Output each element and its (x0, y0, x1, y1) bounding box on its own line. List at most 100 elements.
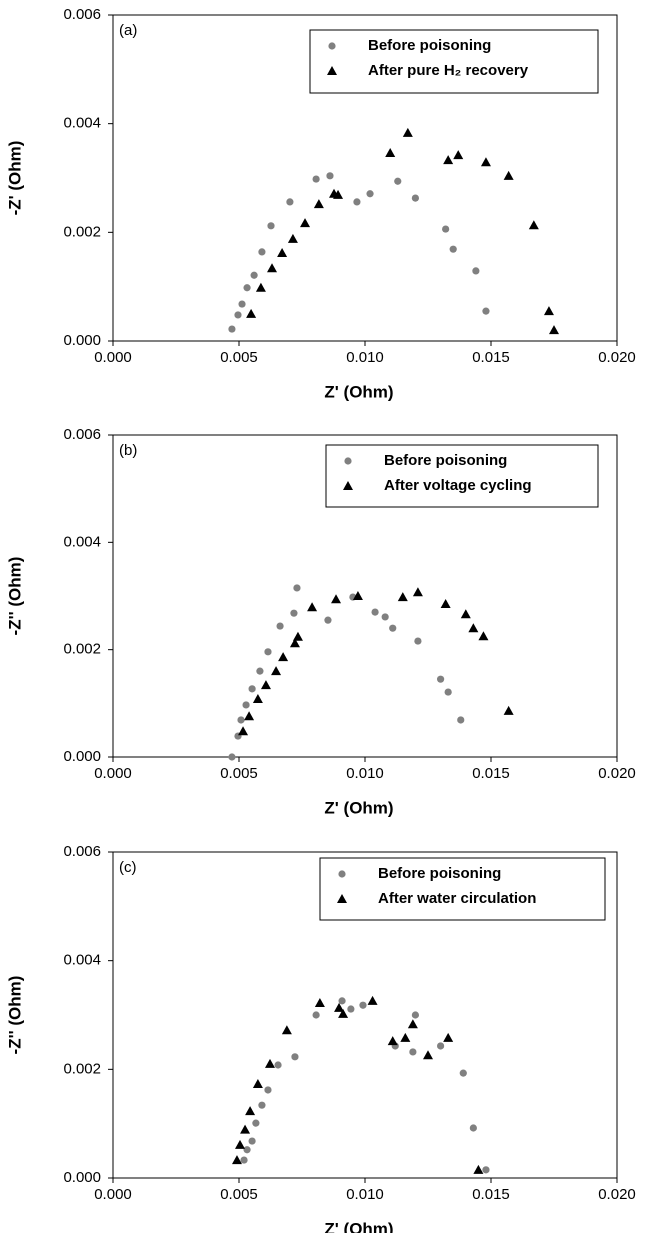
x-tick-label: 0.000 (94, 349, 132, 366)
circle-marker (324, 616, 332, 624)
y-tick-label: 0.004 (63, 115, 101, 132)
circle-marker (472, 267, 480, 275)
triangle-marker (443, 1032, 454, 1042)
triangle-marker (264, 1058, 275, 1068)
panel-label: (c) (119, 859, 137, 876)
circle-marker (234, 311, 242, 319)
triangle-marker (338, 1008, 349, 1018)
circle-marker (237, 716, 245, 724)
circle-marker (238, 300, 246, 308)
triangle-marker (238, 726, 249, 736)
triangle-marker (245, 1106, 256, 1116)
x-tick-label: 0.000 (94, 765, 132, 782)
panel-label: (b) (119, 442, 137, 459)
triangle-marker (292, 631, 303, 641)
circle-marker (326, 172, 334, 180)
legend-box (319, 857, 606, 921)
circle-marker (291, 1053, 299, 1061)
legend-label: Before poisoning (368, 37, 491, 54)
legend-label: Before poisoning (378, 865, 501, 882)
triangle-marker (289, 638, 300, 648)
circle-marker (312, 175, 320, 183)
triangle-marker (443, 155, 454, 165)
circle-marker (312, 1011, 320, 1019)
circle-marker (469, 1124, 477, 1132)
triangle-marker (478, 631, 489, 641)
x-tick-label: 0.015 (472, 1186, 510, 1203)
triangle-marker (480, 157, 491, 167)
circle-marker (359, 1001, 367, 1009)
triangle-marker (314, 998, 325, 1008)
triangle-marker (543, 306, 554, 316)
circle-marker (482, 1166, 490, 1174)
triangle-marker (252, 694, 263, 704)
legend-marker (343, 481, 353, 490)
legend-marker (327, 66, 337, 75)
circle-marker (442, 225, 450, 233)
legend-marker (338, 870, 346, 878)
x-tick-label: 0.005 (220, 349, 258, 366)
x-tick-label: 0.020 (598, 765, 636, 782)
circle-marker (228, 753, 236, 761)
circle-marker (264, 1086, 272, 1094)
circle-marker (290, 609, 298, 617)
circle-marker (444, 688, 452, 696)
triangle-marker (267, 263, 278, 273)
triangle-marker (277, 247, 288, 257)
circle-marker (338, 997, 346, 1005)
triangle-marker (528, 220, 539, 230)
triangle-marker (400, 1032, 411, 1042)
triangle-marker (278, 652, 289, 662)
circle-marker (258, 1101, 266, 1109)
circle-marker (243, 284, 251, 292)
legend-marker (328, 42, 336, 50)
y-tick-label: 0.002 (63, 223, 101, 240)
x-tick-label: 0.015 (472, 349, 510, 366)
circle-marker (248, 685, 256, 693)
x-tick-label: 0.020 (598, 349, 636, 366)
circle-marker (482, 307, 490, 315)
circle-marker (274, 1061, 282, 1069)
circle-marker (437, 1042, 445, 1050)
triangle-marker (246, 308, 257, 318)
triangle-marker (255, 282, 266, 292)
y-tick-label: 0.004 (63, 952, 101, 969)
circle-marker (240, 1156, 248, 1164)
triangle-marker (549, 325, 559, 335)
y-tick-label: 0.002 (63, 641, 101, 658)
triangle-marker (387, 1036, 398, 1046)
y-tick-label: 0.000 (63, 332, 101, 349)
circle-marker (409, 1048, 417, 1056)
y-tick-label: 0.002 (63, 1060, 101, 1077)
triangle-marker (423, 1050, 433, 1060)
triangle-marker (244, 711, 255, 721)
legend-label: Before poisoning (384, 452, 507, 469)
circle-marker (371, 608, 379, 616)
circle-marker (353, 198, 361, 206)
legend-box (309, 29, 599, 94)
circle-marker (258, 248, 266, 256)
circle-marker (459, 1069, 467, 1077)
circle-marker (267, 222, 275, 230)
triangle-marker (313, 199, 324, 209)
y-tick-label: 0.006 (63, 6, 101, 23)
legend-box (325, 444, 599, 508)
x-tick-label: 0.005 (220, 1186, 258, 1203)
triangle-marker (503, 705, 514, 715)
triangle-marker (407, 1019, 418, 1029)
x-tick-label: 0.000 (94, 1186, 132, 1203)
legend-label: After voltage cycling (384, 477, 532, 494)
legend-label: After pure H₂ recovery (368, 62, 529, 79)
triangle-marker (300, 218, 311, 228)
triangle-marker (453, 150, 464, 160)
triangle-marker (287, 233, 298, 243)
y-tick-label: 0.006 (63, 843, 101, 860)
circle-marker (250, 271, 258, 279)
triangle-marker (397, 592, 408, 602)
x-axis-label: Z' (Ohm) (324, 382, 393, 401)
triangle-marker (473, 1164, 484, 1174)
triangle-marker (231, 1155, 242, 1165)
triangle-marker (412, 587, 423, 597)
y-axis-label: -Z'' (Ohm) (5, 557, 24, 636)
triangle-marker (468, 623, 479, 633)
